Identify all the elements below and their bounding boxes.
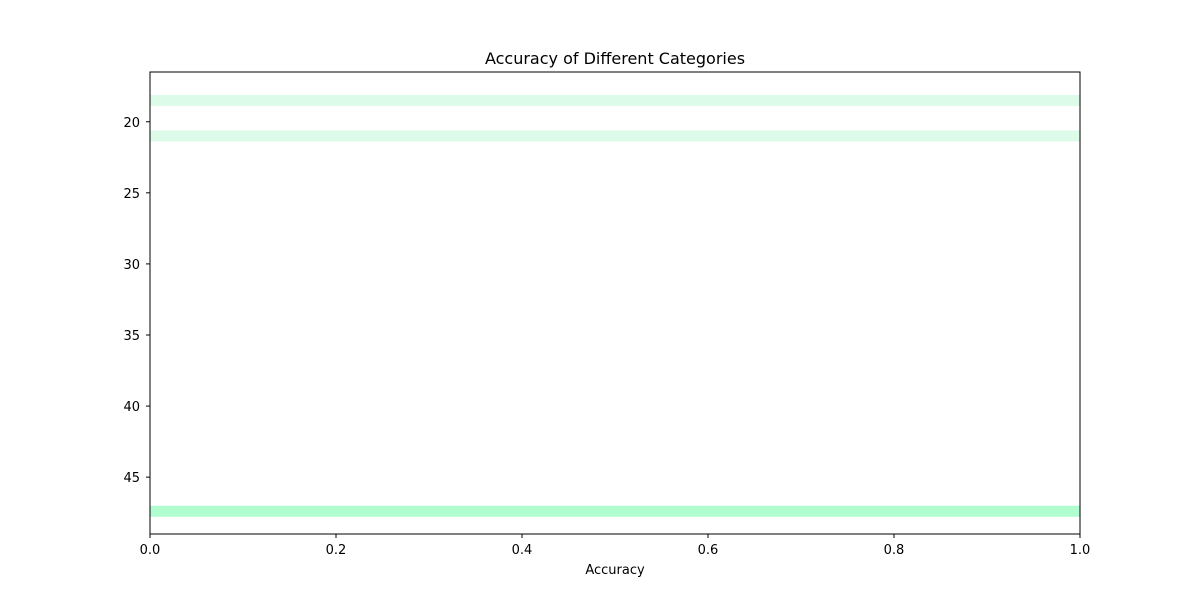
bar-2 bbox=[150, 505, 1080, 517]
bars-layer bbox=[150, 94, 1080, 517]
x-axis-title: Accuracy bbox=[585, 563, 645, 578]
plot-frame bbox=[149, 71, 1081, 535]
x-tick-label-3: 0.6 bbox=[698, 543, 719, 558]
x-axis: 0.0 0.2 0.4 0.6 0.8 1.0 bbox=[140, 534, 1091, 558]
y-tick-label-3: 35 bbox=[123, 329, 140, 344]
x-tick-label-4: 0.8 bbox=[884, 543, 905, 558]
y-tick-label-5: 45 bbox=[123, 471, 140, 486]
y-tick-label-0: 20 bbox=[123, 116, 140, 131]
x-tick-label-1: 0.2 bbox=[326, 543, 347, 558]
bar-0 bbox=[150, 94, 1080, 106]
y-tick-label-1: 25 bbox=[123, 187, 140, 202]
bar-1 bbox=[150, 130, 1080, 142]
y-tick-label-2: 30 bbox=[123, 258, 140, 273]
chart-title: Accuracy of Different Categories bbox=[485, 49, 745, 68]
x-tick-label-2: 0.4 bbox=[512, 543, 533, 558]
y-tick-label-4: 40 bbox=[123, 400, 140, 415]
y-axis: 20 25 30 35 40 45 bbox=[123, 116, 150, 486]
x-tick-label-0: 0.0 bbox=[140, 543, 161, 558]
x-tick-label-5: 1.0 bbox=[1070, 543, 1091, 558]
